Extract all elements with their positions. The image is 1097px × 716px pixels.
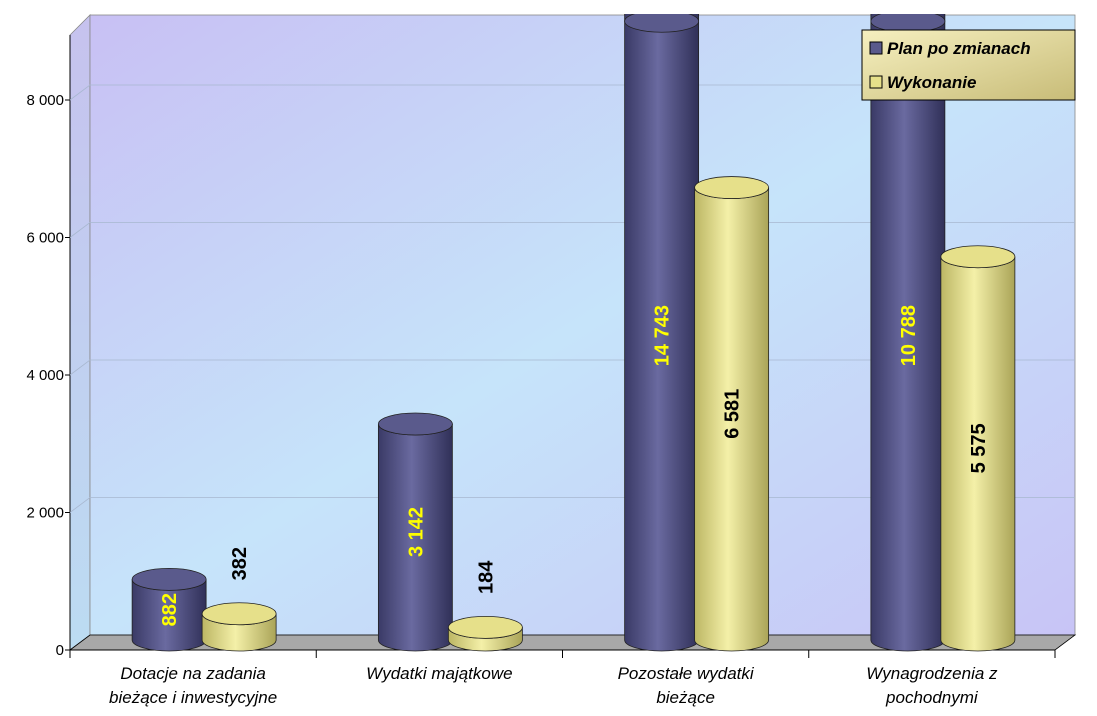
x-tick-label: Pozostałe wydatki bieżące xyxy=(617,664,754,707)
data-label: 5 575 xyxy=(968,423,990,473)
bar-cap xyxy=(870,14,946,33)
x-tick-label: Wydatki majątkowe xyxy=(366,664,513,683)
legend: Plan po zmianach Wykonanie xyxy=(861,29,1076,101)
bar-cap xyxy=(377,412,453,436)
bar-body xyxy=(870,14,946,652)
legend-label: Wykonanie xyxy=(887,73,976,92)
y-tick-label: 0 xyxy=(56,642,64,659)
y-tick-label: 2 000 xyxy=(26,505,64,522)
legend-swatch xyxy=(869,75,883,89)
bar-body xyxy=(624,14,700,652)
legend-swatch xyxy=(869,41,883,55)
data-label: 6 581 xyxy=(722,389,744,439)
grid-line xyxy=(69,84,1075,101)
bar xyxy=(694,176,770,652)
data-label: 10 788 xyxy=(898,305,920,366)
bar xyxy=(624,14,700,652)
data-label: 184 xyxy=(475,560,497,594)
bar xyxy=(870,14,946,652)
data-label: 14 743 xyxy=(652,305,674,366)
bar-cap xyxy=(624,14,700,33)
data-label: 3 142 xyxy=(405,507,427,557)
bar xyxy=(940,245,1016,652)
bar xyxy=(131,567,207,652)
legend-label: Plan po zmianach xyxy=(887,39,1031,58)
x-tick-label: Dotacje na zadania bieżące i inwestycyjn… xyxy=(109,664,278,707)
bar xyxy=(447,615,523,652)
bar-cap xyxy=(201,602,277,626)
data-label: 882 xyxy=(159,593,181,626)
bar-cap xyxy=(940,245,1016,269)
data-label: 382 xyxy=(229,547,251,580)
bar-cap xyxy=(694,176,770,199)
side-wall xyxy=(69,14,91,651)
x-tick-label: Wynagrodzenia z pochodnymi xyxy=(866,664,998,707)
legend-box xyxy=(861,29,1076,101)
bar-cap xyxy=(447,615,523,639)
bar xyxy=(377,412,453,652)
bar-cap xyxy=(131,567,207,591)
y-tick-label: 8 000 xyxy=(26,92,64,109)
bar xyxy=(201,602,277,652)
y-tick-label: 6 000 xyxy=(26,230,64,247)
y-tick-label: 4 000 xyxy=(26,367,64,384)
